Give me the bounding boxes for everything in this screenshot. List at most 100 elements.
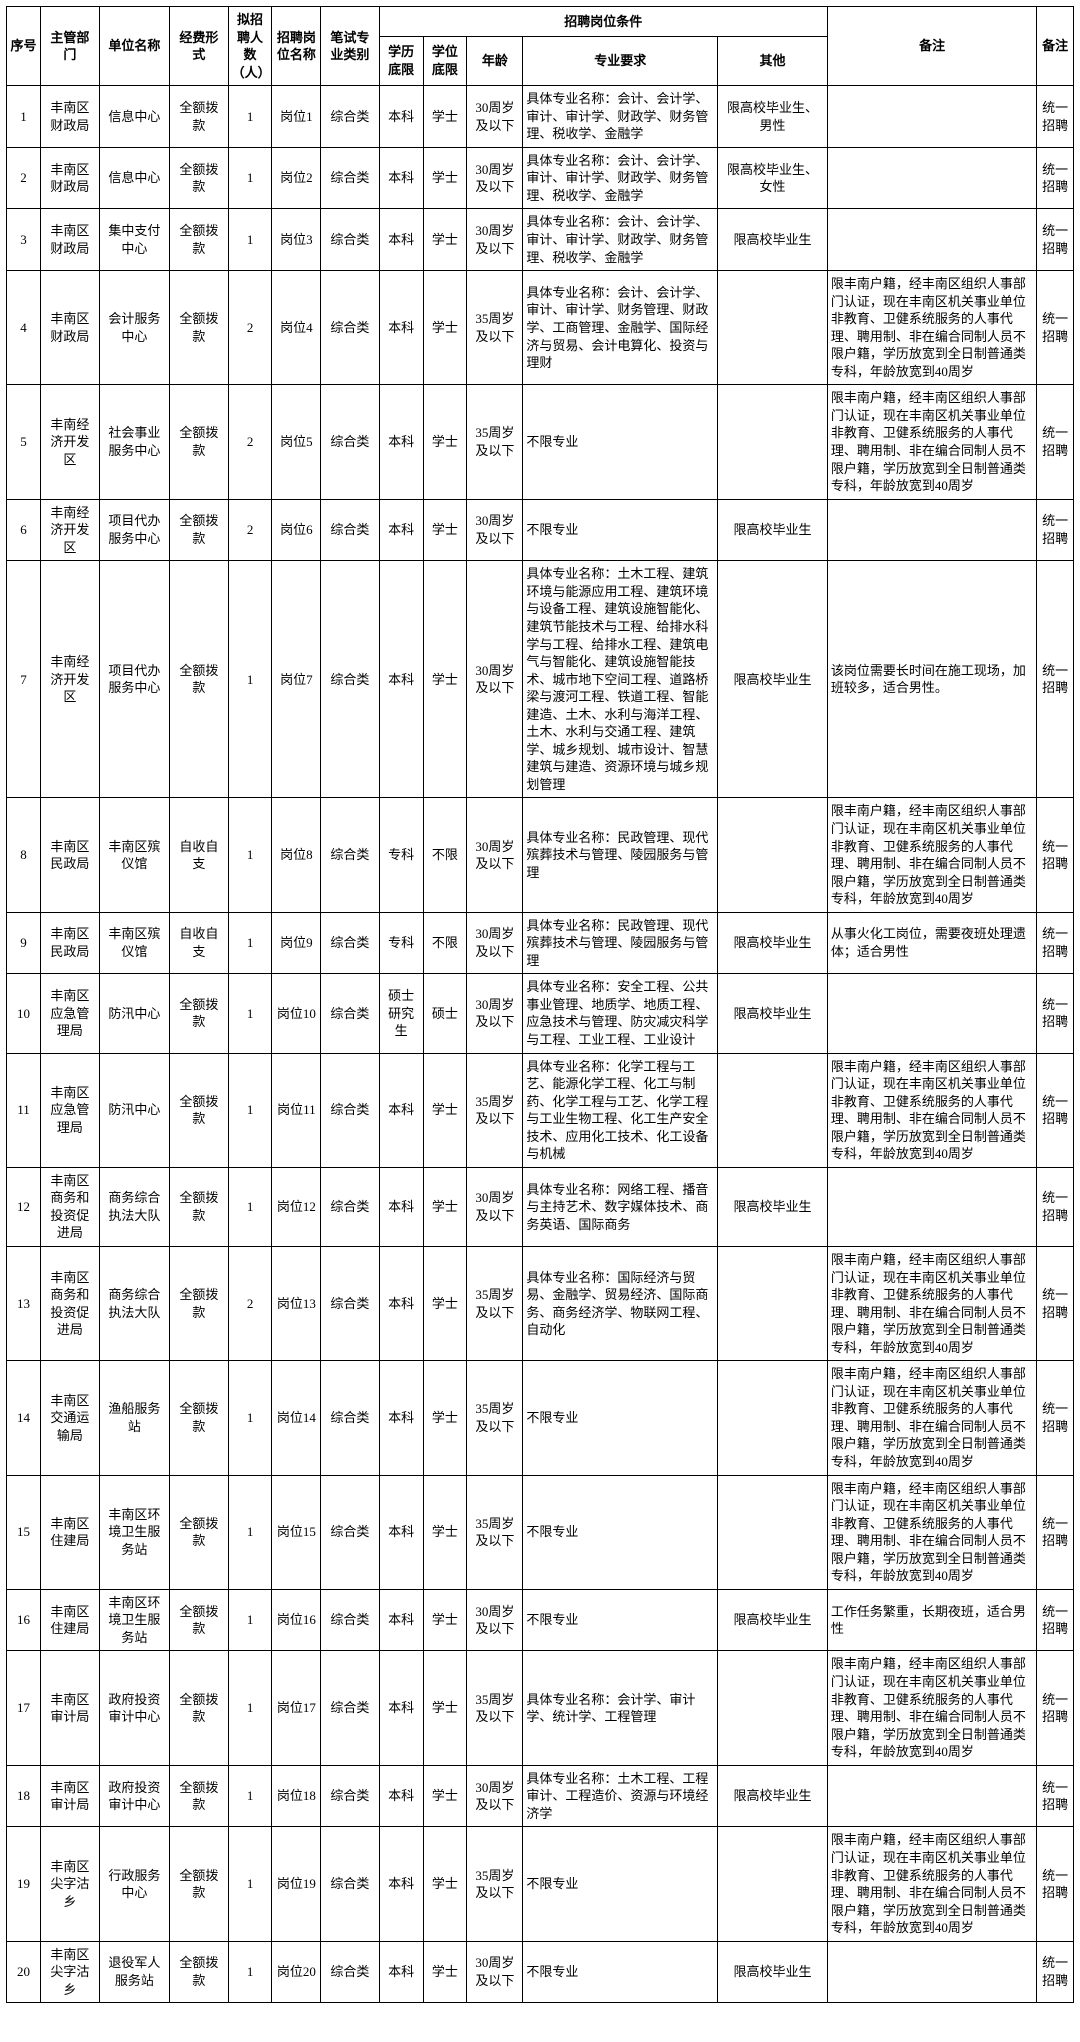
table-row: 11丰南区应急管理局防汛中心全额拨款1岗位11综合类本科学士35周岁及以下具体专… — [7, 1053, 1074, 1167]
cell-count: 1 — [228, 86, 272, 148]
cell-dept: 丰南区民政局 — [41, 798, 99, 912]
cell-dept: 丰南区应急管理局 — [41, 1053, 99, 1167]
cell-unit: 退役军人服务站 — [99, 1941, 170, 2003]
cell-age: 35周岁及以下 — [467, 1651, 523, 1765]
cell-degree: 学士 — [423, 1589, 467, 1651]
th-remark: 备注 — [827, 7, 1036, 86]
cell-other — [718, 1361, 828, 1475]
table-row: 2丰南区财政局信息中心全额拨款1岗位2综合类本科学士30周岁及以下具体专业名称：… — [7, 147, 1074, 209]
cell-pos: 岗位1 — [272, 86, 321, 148]
cell-edu: 本科 — [379, 1361, 423, 1475]
cell-major: 不限专业 — [523, 1589, 718, 1651]
cell-exam: 综合类 — [321, 1827, 379, 1941]
table-body: 1丰南区财政局信息中心全额拨款1岗位1综合类本科学士30周岁及以下具体专业名称：… — [7, 86, 1074, 2003]
cell-count: 1 — [228, 147, 272, 209]
cell-major: 不限专业 — [523, 385, 718, 499]
cell-exam: 综合类 — [321, 561, 379, 798]
cell-fund: 全额拨款 — [170, 385, 228, 499]
cell-age: 30周岁及以下 — [467, 86, 523, 148]
cell-remark: 限丰南户籍，经丰南区组织人事部门认证，现在丰南区机关事业单位非教育、卫健系统服务… — [827, 271, 1036, 385]
cell-degree: 学士 — [423, 385, 467, 499]
th-fund: 经费形式 — [170, 7, 228, 86]
cell-count: 1 — [228, 1475, 272, 1589]
cell-count: 1 — [228, 1589, 272, 1651]
cell-other — [718, 1475, 828, 1589]
cell-age: 30周岁及以下 — [467, 798, 523, 912]
cell-major: 具体专业名称：网络工程、播音与主持艺术、数字媒体技术、商务英语、国际商务 — [523, 1167, 718, 1246]
cell-other — [718, 1053, 828, 1167]
cell-edu: 本科 — [379, 1589, 423, 1651]
cell-remark — [827, 1941, 1036, 2003]
cell-fund: 全额拨款 — [170, 1361, 228, 1475]
cell-degree: 学士 — [423, 1765, 467, 1827]
cell-major: 具体专业名称：民政管理、现代殡葬技术与管理、陵园服务与管理 — [523, 798, 718, 912]
cell-exam: 综合类 — [321, 798, 379, 912]
cell-note: 统一招聘 — [1037, 1589, 1074, 1651]
cell-remark — [827, 86, 1036, 148]
table-row: 6丰南经济开发区项目代办服务中心全额拨款2岗位6综合类本科学士30周岁及以下不限… — [7, 499, 1074, 561]
cell-exam: 综合类 — [321, 385, 379, 499]
cell-seq: 4 — [7, 271, 41, 385]
cell-other — [718, 385, 828, 499]
cell-other: 限高校毕业生、男性 — [718, 86, 828, 148]
cell-count: 2 — [228, 499, 272, 561]
cell-age: 30周岁及以下 — [467, 561, 523, 798]
table-row: 1丰南区财政局信息中心全额拨款1岗位1综合类本科学士30周岁及以下具体专业名称：… — [7, 86, 1074, 148]
cell-exam: 综合类 — [321, 1247, 379, 1361]
cell-fund: 全额拨款 — [170, 1167, 228, 1246]
cell-seq: 9 — [7, 912, 41, 974]
cell-count: 1 — [228, 1765, 272, 1827]
cell-note: 统一招聘 — [1037, 147, 1074, 209]
cell-seq: 8 — [7, 798, 41, 912]
cell-other: 限高校毕业生 — [718, 1941, 828, 2003]
cell-count: 1 — [228, 1053, 272, 1167]
cell-degree: 不限 — [423, 798, 467, 912]
cell-note: 统一招聘 — [1037, 974, 1074, 1053]
cell-note: 统一招聘 — [1037, 209, 1074, 271]
cell-pos: 岗位7 — [272, 561, 321, 798]
cell-other: 限高校毕业生 — [718, 209, 828, 271]
cell-note: 统一招聘 — [1037, 1361, 1074, 1475]
cell-fund: 全额拨款 — [170, 1941, 228, 2003]
cell-edu: 本科 — [379, 499, 423, 561]
table-row: 16丰南区住建局丰南区环境卫生服务站全额拨款1岗位16综合类本科学士30周岁及以… — [7, 1589, 1074, 1651]
cell-fund: 自收自支 — [170, 798, 228, 912]
cell-unit: 项目代办服务中心 — [99, 499, 170, 561]
cell-age: 30周岁及以下 — [467, 1765, 523, 1827]
cell-age: 35周岁及以下 — [467, 385, 523, 499]
cell-other: 限高校毕业生 — [718, 974, 828, 1053]
cell-unit: 政府投资审计中心 — [99, 1651, 170, 1765]
table-row: 19丰南区尖字沽乡行政服务中心全额拨款1岗位19综合类本科学士35周岁及以下不限… — [7, 1827, 1074, 1941]
cell-pos: 岗位16 — [272, 1589, 321, 1651]
cell-major: 具体专业名称：会计、会计学、审计、审计学、财务管理、财政学、工商管理、金融学、国… — [523, 271, 718, 385]
cell-degree: 学士 — [423, 86, 467, 148]
cell-edu: 本科 — [379, 209, 423, 271]
cell-edu: 本科 — [379, 1827, 423, 1941]
cell-pos: 岗位9 — [272, 912, 321, 974]
cell-remark: 工作任务繁重，长期夜班，适合男性 — [827, 1589, 1036, 1651]
cell-count: 1 — [228, 1651, 272, 1765]
th-note: 备注 — [1037, 7, 1074, 86]
cell-unit: 防汛中心 — [99, 1053, 170, 1167]
cell-edu: 专科 — [379, 798, 423, 912]
th-edu: 学历底限 — [379, 36, 423, 85]
cell-seq: 7 — [7, 561, 41, 798]
cell-degree: 学士 — [423, 271, 467, 385]
cell-exam: 综合类 — [321, 86, 379, 148]
cell-major: 具体专业名称：会计、会计学、审计、审计学、财政学、财务管理、税收学、金融学 — [523, 209, 718, 271]
cell-edu: 本科 — [379, 1167, 423, 1246]
th-pos: 招聘岗位名称 — [272, 7, 321, 86]
cell-major: 具体专业名称：会计、会计学、审计、审计学、财政学、财务管理、税收学、金融学 — [523, 147, 718, 209]
cell-unit: 集中支付中心 — [99, 209, 170, 271]
cell-remark: 限丰南户籍，经丰南区组织人事部门认证，现在丰南区机关事业单位非教育、卫健系统服务… — [827, 1361, 1036, 1475]
cell-fund: 全额拨款 — [170, 209, 228, 271]
cell-exam: 综合类 — [321, 1053, 379, 1167]
cell-dept: 丰南经济开发区 — [41, 499, 99, 561]
cell-count: 1 — [228, 798, 272, 912]
cell-major: 具体专业名称：会计学、审计学、统计学、工程管理 — [523, 1651, 718, 1765]
cell-edu: 本科 — [379, 86, 423, 148]
cell-major: 具体专业名称：国际经济与贸易、金融学、贸易经济、国际商务、商务经济学、物联网工程… — [523, 1247, 718, 1361]
table-row: 4丰南区财政局会计服务中心全额拨款2岗位4综合类本科学士35周岁及以下具体专业名… — [7, 271, 1074, 385]
cell-age: 30周岁及以下 — [467, 147, 523, 209]
cell-fund: 全额拨款 — [170, 86, 228, 148]
